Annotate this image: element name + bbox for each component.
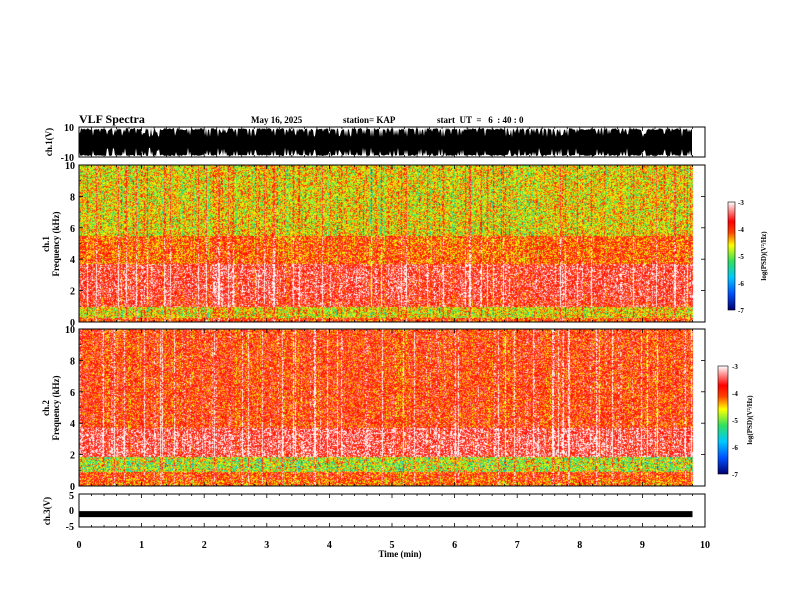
ch1-waveform-ylabel: ch.1(V)	[44, 128, 54, 156]
ch3-waveform-trace	[79, 511, 693, 518]
ch2-spectrogram-yticks: 0 2 4 6 8 10	[65, 325, 705, 493]
ch1-spectrogram-ylabel-frequency: Frequency (kHz)	[51, 211, 61, 276]
frequency-tick-label: 0	[70, 482, 75, 493]
ch3-ytick-top: 5	[69, 491, 74, 502]
frequency-tick-label: 6	[70, 224, 75, 235]
frequency-tick-label: 4	[70, 255, 75, 266]
ch2-colorbar-scale	[717, 365, 729, 475]
frequency-tick-label: 10	[65, 325, 75, 336]
ch2-spectrogram-ylabel-frequency: Frequency (kHz)	[51, 375, 61, 440]
ch3-waveform-panel: 5 0 -5 ch.3(V)	[42, 491, 706, 533]
frequency-tick-label: 8	[70, 192, 75, 203]
ch1-ytick-top: 10	[64, 123, 74, 134]
colorbar-tick-label: -7	[738, 307, 744, 315]
time-axis-tick-label: 7	[515, 540, 520, 551]
ch2-colorbar-label: log(PSD)(V²/Hz)	[746, 395, 754, 445]
ch2-spectrogram-image	[79, 329, 705, 486]
time-axis-tick-label: 10	[700, 540, 710, 551]
header-station: station= KAP	[343, 115, 396, 125]
colorbar-tick-label: -3	[738, 199, 744, 207]
time-axis-tick-label: 1	[139, 540, 144, 551]
ch1-spectrogram-panel: 0 2 4 6 8 10 ch.1 Frequency (kHz) -3 -4 -5 -6 -7 …	[41, 161, 768, 329]
colorbar-tick-label: -4	[732, 390, 738, 398]
colorbar-tick-label: -4	[738, 226, 744, 234]
time-axis-tick-label: 8	[577, 540, 582, 551]
frequency-tick-label: 2	[70, 287, 75, 298]
ch1-waveform-xticks	[78, 127, 706, 157]
ch2-spectrogram-panel: 0 2 4 6 8 10 ch.2 Frequency (kHz) -3 -4 -5 -6 -7 …	[41, 325, 754, 493]
ch2-spectrogram-ylabel-channel: ch.2	[41, 400, 51, 416]
ch1-colorbar-label: log(PSD)(V²/Hz)	[760, 231, 768, 281]
ch1-spectrogram-yticks: 0 2 4 6 8 10	[65, 161, 705, 329]
ch1-spectrogram-xticks	[78, 165, 706, 322]
time-axis-tick-label: 2	[202, 540, 207, 551]
ch1-spectrogram-image	[79, 165, 705, 322]
ch3-ytick-middle: 0	[69, 506, 74, 517]
colorbar-tick-label: -5	[732, 417, 738, 425]
time-axis-tick-labels: 0 1 2 3 4 5 6 7 8 9 10	[77, 540, 711, 551]
ch2-spectrogram-xticks	[78, 329, 706, 486]
frequency-tick-label: 10	[65, 161, 75, 172]
frequency-tick-label: 6	[70, 388, 75, 399]
colorbar-tick-label: -7	[732, 471, 738, 479]
ch2-colorbar-ticks: -3 -4 -5 -6 -7	[732, 363, 738, 479]
ch2-colorbar: -3 -4 -5 -6 -7 log(PSD)(V²/Hz)	[717, 363, 754, 479]
frequency-tick-label: 8	[70, 356, 75, 367]
ch1-spectrogram-ylabel-channel: ch.1	[41, 236, 51, 252]
colorbar-tick-label: -5	[738, 253, 744, 261]
frequency-tick-label: 4	[70, 419, 75, 430]
time-axis-tick-label: 5	[390, 540, 395, 551]
time-axis-tick-label: 9	[640, 540, 645, 551]
colorbar-tick-label: -3	[732, 363, 738, 371]
ch1-spectrogram-image-holder	[79, 165, 705, 322]
figure-title: VLF Spectra	[79, 112, 145, 126]
ch3-ytick-bottom: -5	[66, 522, 74, 533]
time-axis-label: Time (min)	[378, 549, 421, 559]
ch3-waveform-frame	[78, 493, 706, 528]
ch1-waveform-trace	[79, 128, 692, 156]
colorbar-tick-label: -6	[732, 444, 738, 452]
ch1-waveform-panel: 10 -10 ch.1(V)	[44, 123, 706, 164]
ch1-ytick-bottom: -10	[61, 153, 74, 164]
colorbar-tick-label: -6	[738, 280, 744, 288]
ch3-waveform-ylabel: ch.3(V)	[42, 497, 52, 525]
time-axis-tick-label: 3	[264, 540, 269, 551]
ch1-colorbar: -3 -4 -5 -6 -7 log(PSD)(V²/Hz)	[727, 199, 768, 315]
header-start-ut: start UT = 6 : 40 : 0	[437, 115, 524, 125]
time-axis-tick-label: 0	[77, 540, 82, 551]
time-axis-tick-label: 6	[452, 540, 457, 551]
ch1-colorbar-ticks: -3 -4 -5 -6 -7	[738, 199, 744, 315]
frequency-tick-label: 2	[70, 451, 75, 462]
header-date: May 16, 2025	[251, 115, 303, 125]
ch3-waveform-xticks	[78, 494, 706, 527]
time-axis-tick-label: 4	[327, 540, 332, 551]
ch2-spectrogram-image-holder	[79, 329, 705, 486]
ch1-colorbar-scale	[727, 201, 736, 311]
frequency-tick-label: 0	[70, 318, 75, 329]
